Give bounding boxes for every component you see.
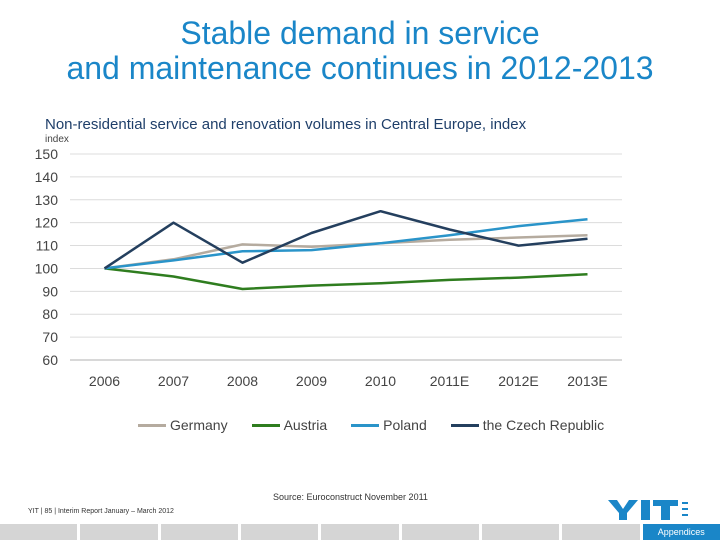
footer-tab[interactable]	[160, 524, 238, 540]
legend-item: Austria	[251, 417, 328, 433]
x-tick-label: 2013E	[567, 373, 607, 389]
legend-label: Poland	[383, 417, 427, 433]
yit-logo	[608, 500, 688, 520]
footer-tab[interactable]	[0, 524, 78, 540]
slide-title: Stable demand in service and maintenance…	[0, 16, 720, 86]
legend-item: Germany	[138, 417, 228, 433]
y-tick-label: 120	[35, 215, 59, 231]
legend-swatch	[251, 423, 280, 427]
legend-swatch	[351, 423, 380, 427]
series-line-poland	[104, 217, 588, 270]
footer-text: YIT | 85 | Interim Report January – Marc…	[28, 508, 174, 515]
y-axis-label: index	[45, 134, 69, 145]
series-line-austria	[104, 267, 588, 291]
footer-tab[interactable]	[80, 524, 158, 540]
y-tick-label: 70	[42, 329, 58, 345]
series-line-germany	[104, 234, 588, 270]
y-tick-label: 140	[35, 169, 59, 185]
chart-legend: Germany Austria Poland the Czech Republic	[138, 416, 628, 434]
y-tick-label: 130	[35, 192, 59, 208]
legend-item: the Czech Republic	[450, 417, 605, 433]
slide-title-line-1: Stable demand in service	[180, 15, 540, 51]
legend-swatch	[138, 423, 166, 427]
x-tick-label: 2007	[158, 373, 189, 389]
x-tick-label: 2012E	[498, 373, 538, 389]
footer-tab-appendices[interactable]: Appendices	[642, 524, 720, 540]
chart-title: Non-residential service and renovation v…	[45, 116, 527, 133]
legend-label: Austria	[283, 417, 328, 433]
y-tick-label: 80	[42, 306, 58, 322]
x-tick-label: 2006	[89, 373, 120, 389]
footer-tab[interactable]	[240, 524, 319, 540]
line-chart: 60 70 80 90 100 110 120 130 140 150 2006 2007 2008 20…	[35, 146, 622, 389]
legend-label: the Czech Republic	[482, 417, 605, 433]
footer-tab[interactable]	[321, 524, 399, 540]
footer-tab[interactable]	[481, 524, 560, 540]
footer-navigation: Appendices	[0, 524, 720, 540]
y-tick-label: 60	[42, 352, 58, 368]
footer-tab[interactable]	[401, 524, 479, 540]
legend-label: Germany	[170, 417, 228, 433]
x-tick-label: 2008	[227, 373, 258, 389]
slide-title-line-2: and maintenance continues in 2012-2013	[66, 50, 654, 86]
x-tick-label: 2010	[365, 373, 396, 389]
x-tick-label: 2011E	[430, 373, 469, 389]
y-tick-label: 150	[35, 146, 59, 162]
source-note: Source: Euroconstruct November 2011	[273, 492, 428, 502]
x-tick-label: 2009	[296, 373, 327, 389]
legend-item: Poland	[351, 417, 427, 433]
series-line-the-czech-republic	[103, 209, 588, 270]
y-tick-label: 110	[36, 238, 59, 254]
footer-tab[interactable]	[562, 524, 640, 540]
y-tick-label: 90	[42, 283, 58, 299]
y-tick-label: 100	[35, 260, 59, 276]
legend-swatch	[450, 423, 479, 427]
